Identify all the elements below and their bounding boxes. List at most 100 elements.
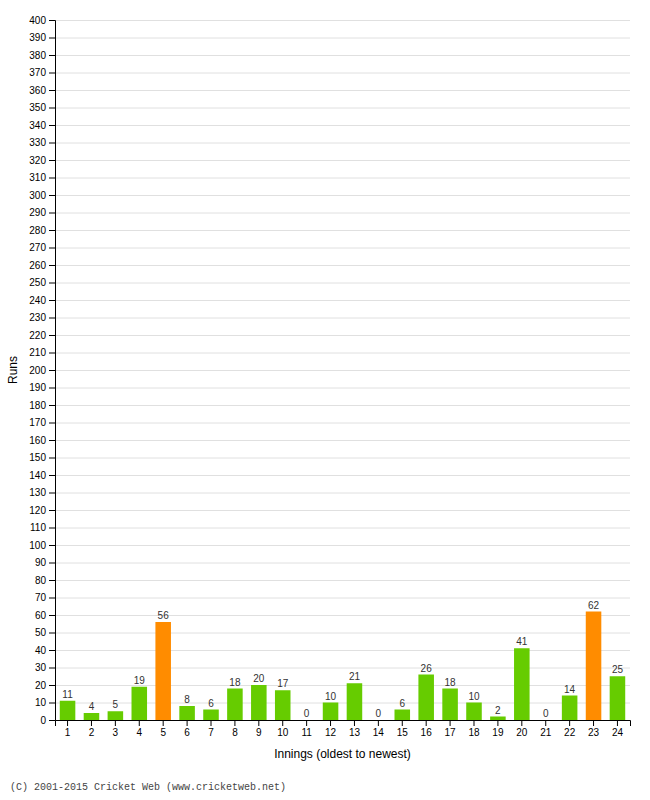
x-tick: 13 [349,720,361,738]
bar [108,711,124,720]
y-axis: 0102030405060708090100110120130140150160… [29,15,55,726]
tick-label: 140 [29,470,46,481]
y-tick: 170 [29,417,55,428]
tick-label: 19 [492,727,504,738]
tick-label: 330 [29,137,46,148]
data-label: 2 [495,705,501,716]
data-label: 21 [349,671,361,682]
grid-tick [55,528,630,529]
tick-mark [49,493,55,494]
tick-label: 370 [29,67,46,78]
x-axis-title: Innings (oldest to newest) [274,747,411,761]
tick-label: 40 [35,645,47,656]
y-tick: 160 [29,435,55,446]
grid-tick [55,283,630,284]
tick-mark [49,598,55,599]
y-tick: 390 [29,32,55,43]
tick-label: 20 [35,680,47,691]
y-tick: 210 [29,347,55,358]
grid-tick [55,615,630,616]
tick-mark [450,720,451,726]
grid-line [55,458,630,459]
data-label: 56 [158,610,170,621]
grid-tick [55,38,630,39]
tick-label: 290 [29,207,46,218]
tick-label: 50 [35,627,47,638]
tick-mark [306,720,307,726]
tick-label: 120 [29,505,46,516]
data-label: 41 [516,636,528,647]
tick-mark [49,668,55,669]
grid-tick [55,545,630,546]
y-tick: 90 [35,557,55,568]
tick-label: 210 [29,347,46,358]
y-tick: 130 [29,487,55,498]
grid-tick [55,248,630,249]
y-tick: 10 [35,697,55,708]
grid-tick [55,335,630,336]
grid-tick [55,108,630,109]
tick-label: 170 [29,417,46,428]
grid-line [55,248,630,249]
bar [514,648,530,720]
grid-tick [55,633,630,634]
grid-tick [55,423,630,424]
tick-mark [49,300,55,301]
grid-line [55,598,630,599]
grid-tick [55,563,630,564]
y-tick: 300 [29,190,55,201]
grid-tick [55,405,630,406]
bar [299,720,315,721]
data-label: 18 [229,677,241,688]
tick-mark [49,423,55,424]
bars [60,612,625,721]
bar [490,717,506,721]
tick-label: 390 [29,32,46,43]
grid-tick [55,125,630,126]
tick-label: 260 [29,260,46,271]
tick-mark [49,230,55,231]
bar [60,701,76,720]
bar [84,713,100,720]
grid-tick [55,265,630,266]
y-tick: 120 [29,505,55,516]
bar [323,703,339,721]
tick-mark [49,720,55,721]
data-label: 6 [399,698,405,709]
x-tick: 4 [136,720,142,738]
tick-mark [49,90,55,91]
x-tick: 10 [277,720,289,738]
tick-label: 10 [35,697,47,708]
tick-mark [49,125,55,126]
tick-label: 250 [29,277,46,288]
tick-mark [473,720,474,726]
data-label: 0 [304,708,310,719]
data-label: 18 [445,677,457,688]
tick-mark [139,720,140,726]
tick-label: 6 [184,727,190,738]
tick-mark [49,20,55,21]
y-tick: 110 [30,522,55,533]
y-tick: 320 [29,155,55,166]
y-tick: 100 [29,540,55,551]
tick-mark [49,248,55,249]
tick-mark [378,720,379,726]
tick-mark [330,720,331,726]
y-tick: 220 [29,330,55,341]
x-tick: 16 [421,720,433,738]
tick-mark [211,720,212,726]
tick-label: 16 [421,727,433,738]
grid-line [55,55,630,56]
bar [538,720,554,721]
tick-label: 70 [35,592,47,603]
tick-label: 380 [29,50,46,61]
data-label: 4 [89,701,95,712]
tick-mark [49,283,55,284]
tick-mark [49,633,55,634]
tick-label: 230 [29,312,46,323]
tick-mark [67,720,68,726]
tick-mark [49,55,55,56]
tick-label: 13 [349,727,361,738]
grid-line [55,650,630,651]
y-tick: 340 [29,120,55,131]
